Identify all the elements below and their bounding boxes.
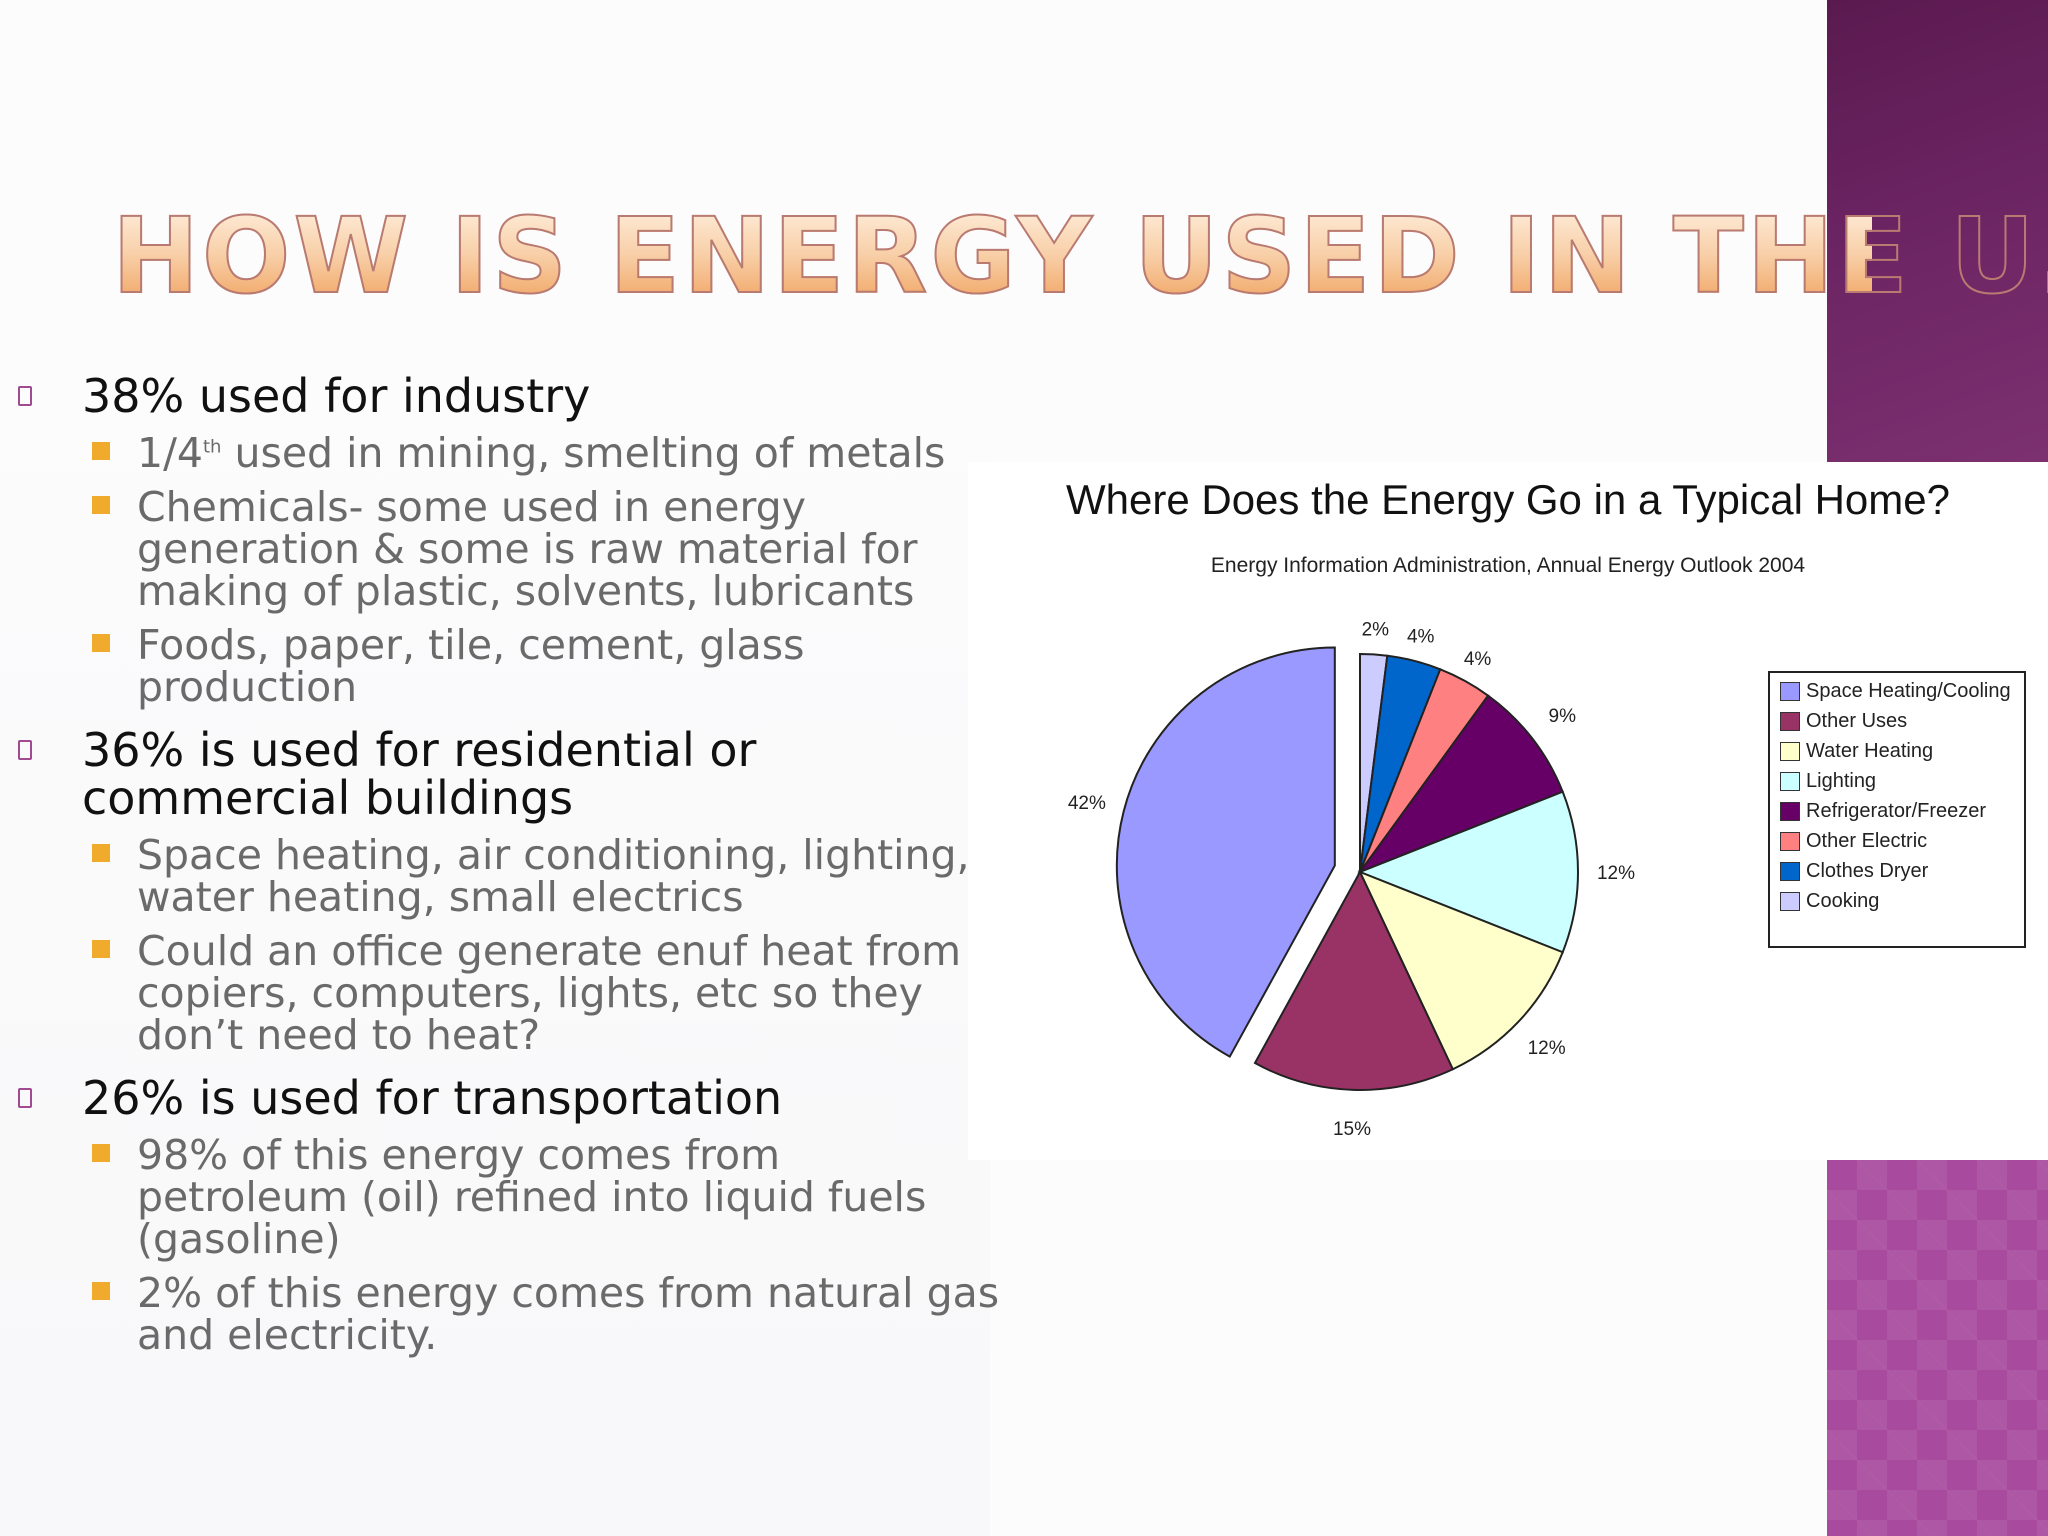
bullet-list: 38% used for industry 1/4th used in mini… — [0, 364, 1000, 1356]
sub-bullet: Could an office generate enuf heat from … — [0, 930, 1000, 1056]
bullet-text: 38% used for industry — [82, 369, 591, 423]
legend-swatch — [1780, 682, 1800, 701]
left-panel-background — [0, 320, 990, 1536]
sub-bullet-text: Space heating, air conditioning, lightin… — [137, 831, 970, 921]
pie-label-other-uses: 15% — [1333, 1119, 1371, 1140]
chart-title: Where Does the Energy Go in a Typical Ho… — [1066, 476, 1950, 523]
sub-bullet-text: 2% of this energy comes from natural gas… — [137, 1269, 1000, 1359]
chart-subtitle: Energy Information Administration, Annua… — [1210, 554, 1806, 577]
bullet-transportation: 26% is used for transportation — [0, 1074, 1000, 1122]
sub-bullet-text: Foods, paper, tile, cement, glass produc… — [137, 621, 805, 711]
bullet-buildings: 36% is used for residential or commercia… — [0, 726, 1000, 822]
sub-bullet: 1/4th used in mining, smelting of metals — [0, 432, 1000, 474]
legend-item: Refrigerator/Freezer — [1778, 799, 2016, 823]
sub-bullet: 98% of this energy comes from petroleum … — [0, 1134, 1000, 1260]
legend-label: Other Electric — [1806, 830, 1928, 852]
legend-label: Refrigerator/Freezer — [1806, 800, 1987, 822]
sub-bullet-superscript: th — [202, 436, 222, 458]
pie-label-lighting: 12% — [1597, 863, 1635, 884]
pie-label-water-heating: 12% — [1528, 1038, 1566, 1059]
sub-bullet-square-icon — [92, 634, 110, 652]
sub-bullet-square-icon — [92, 496, 110, 514]
legend-label: Lighting — [1806, 770, 1877, 792]
bullet-marker-icon — [18, 1088, 32, 1108]
legend-swatch — [1780, 892, 1800, 911]
legend-item: Clothes Dryer — [1778, 859, 2016, 883]
legend-swatch — [1780, 772, 1800, 791]
sub-bullet-square-icon — [92, 1144, 110, 1162]
sub-bullet-square-icon — [92, 844, 110, 862]
legend-item: Space Heating/Cooling — [1778, 679, 2016, 703]
decorative-bar-bottom — [1827, 1160, 2048, 1536]
legend-swatch — [1780, 862, 1800, 881]
legend-swatch — [1780, 832, 1800, 851]
pie-slice-water-heating — [1358, 870, 1564, 1071]
pie-label-clothes-dryer: 4% — [1407, 627, 1435, 648]
legend-label: Water Heating — [1806, 740, 1934, 762]
legend-swatch — [1780, 802, 1800, 821]
legend-swatch — [1780, 742, 1800, 761]
sub-bullet-square-icon — [92, 1282, 110, 1300]
decorative-bar-top — [1827, 0, 2048, 462]
sub-bullet: 2% of this energy comes from natural gas… — [0, 1272, 1000, 1356]
sub-bullet: Chemicals- some used in energy generatio… — [0, 486, 1000, 612]
pie-slice-space-heating-cooling — [1115, 646, 1336, 1058]
pie-slice-refrigerator-freezer — [1357, 694, 1564, 875]
sub-bullet-text: Chemicals- some used in energy generatio… — [137, 483, 918, 615]
legend-label: Cooking — [1806, 890, 1880, 912]
legend-label: Space Heating/Cooling — [1806, 680, 2011, 702]
pie-chart: 2% 4% 4% 9% 12% 12% 15% 42% — [1068, 619, 1635, 1140]
bullet-text: 36% is used for residential or commercia… — [82, 723, 757, 825]
bullet-industry: 38% used for industry — [0, 372, 1000, 420]
sub-bullet-text: Could an office generate enuf heat from … — [137, 927, 962, 1059]
pie-slice-other-uses — [1253, 869, 1455, 1091]
pie-label-space-heating-cooling: 42% — [1068, 793, 1106, 814]
bullet-text: 26% is used for transportation — [82, 1071, 783, 1125]
legend-item: Water Heating — [1778, 739, 2016, 763]
sub-bullet-text: 98% of this energy comes from petroleum … — [137, 1131, 927, 1263]
sub-bullet-square-icon — [92, 940, 110, 958]
pie-label-other-electric: 4% — [1464, 649, 1492, 670]
bullet-marker-icon — [18, 386, 32, 406]
legend-item: Other Uses — [1778, 709, 2016, 733]
pie-chart-panel: 2% 4% 4% 9% 12% 12% 15% 42% Where Does the Ener… — [968, 462, 2048, 1160]
legend-label: Other Uses — [1806, 710, 1908, 732]
pie-label-cooking: 2% — [1362, 619, 1390, 640]
legend-swatch — [1780, 712, 1800, 731]
chart-legend: Space Heating/Cooling Other Uses Water Hea… — [1768, 671, 2026, 948]
legend-item: Cooking — [1778, 889, 2016, 913]
sub-bullet: Space heating, air conditioning, lightin… — [0, 834, 1000, 918]
sub-bullet-text-post: used in mining, smelting of metals — [221, 429, 946, 477]
sub-bullet: Foods, paper, tile, cement, glass produc… — [0, 624, 1000, 708]
legend-item: Other Electric — [1778, 829, 2016, 853]
legend-item: Lighting — [1778, 769, 2016, 793]
sub-bullet-square-icon — [92, 442, 110, 460]
pie-label-refrigerator-freezer: 9% — [1549, 706, 1577, 727]
slide-title: How is Energy used in the U.S.? — [111, 195, 2048, 317]
legend-label: Clothes Dryer — [1806, 860, 1929, 882]
bullet-marker-icon — [18, 740, 32, 760]
pie-slice-lighting — [1357, 790, 1579, 954]
sub-bullet-text-pre: 1/4 — [137, 429, 203, 477]
